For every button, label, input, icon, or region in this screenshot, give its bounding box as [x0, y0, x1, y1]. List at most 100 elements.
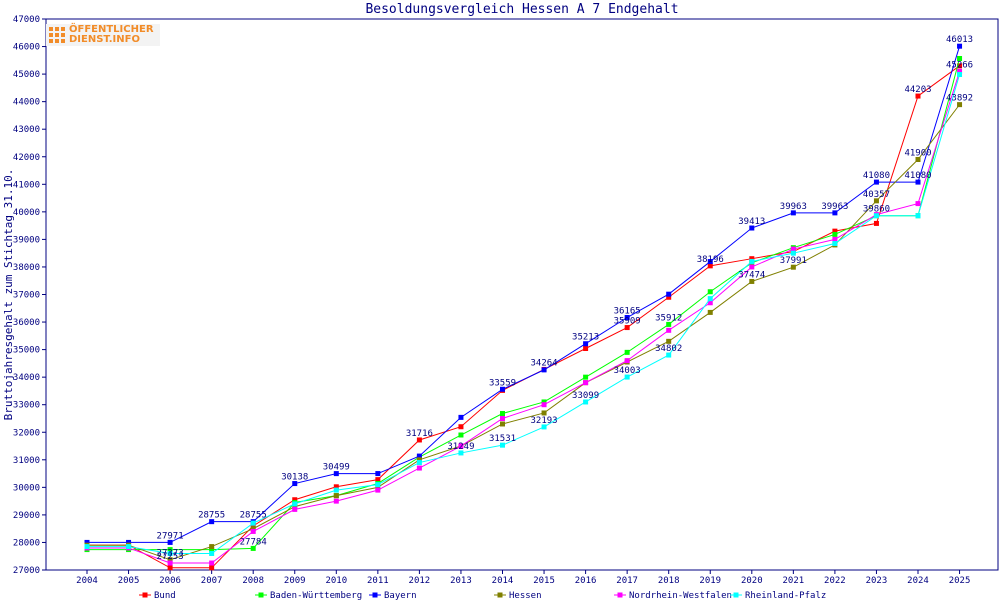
series-line-4: [87, 71, 961, 564]
y-tick-label: 33000: [13, 401, 40, 411]
data-point: [624, 315, 630, 321]
data-point: [666, 352, 672, 358]
data-point: [749, 278, 755, 284]
data-point: [458, 414, 464, 420]
data-label: 31249: [447, 442, 474, 452]
data-point: [250, 528, 256, 534]
data-label: 27784: [240, 537, 267, 547]
x-tick-label: 2015: [533, 576, 555, 586]
data-point: [790, 250, 796, 256]
x-tick-label: 2019: [699, 576, 721, 586]
data-point: [500, 411, 505, 417]
y-tick-label: 29000: [13, 511, 40, 521]
data-label: 40357: [863, 190, 890, 200]
data-point: [873, 198, 879, 204]
data-point: [957, 56, 963, 62]
data-label: 31531: [489, 434, 516, 444]
series-line-3: [87, 104, 960, 561]
y-tick-label: 38000: [13, 263, 40, 273]
data-point: [915, 213, 921, 219]
data-point: [541, 424, 547, 430]
data-point: [209, 544, 215, 550]
data-point: [333, 493, 339, 499]
data-point: [583, 374, 589, 380]
data-label: 35213: [572, 333, 599, 343]
x-tick-label: 2008: [242, 576, 264, 586]
logo: ÖFFENTLICHER DIENST.INFO: [46, 24, 160, 46]
data-label: 39413: [738, 217, 765, 227]
data-point: [333, 498, 339, 504]
data-point: [832, 210, 838, 216]
y-tick-label: 44000: [13, 98, 40, 108]
data-point: [333, 484, 339, 490]
data-point: [292, 504, 298, 510]
data-label: 44203: [904, 85, 931, 95]
data-point: [500, 415, 505, 421]
data-label: 31716: [406, 429, 433, 439]
plot-frame: [45, 18, 999, 571]
data-point: [707, 309, 713, 315]
data-point: [375, 484, 381, 490]
data-point: [84, 544, 90, 550]
data-point: [666, 338, 672, 344]
data-point: [707, 300, 713, 306]
legend-marker: [733, 592, 739, 598]
data-point: [957, 102, 963, 108]
data-point: [167, 560, 173, 566]
data-label: 38196: [697, 255, 724, 265]
legend-marker: [372, 592, 378, 598]
data-point: [790, 264, 796, 270]
data-point: [375, 482, 381, 488]
data-point: [84, 539, 90, 545]
data-point: [583, 399, 589, 405]
data-point: [375, 477, 381, 483]
data-point: [416, 457, 422, 463]
data-point: [957, 43, 963, 49]
x-tick-label: 2006: [159, 576, 181, 586]
data-label: 46013: [946, 35, 973, 45]
data-point: [250, 523, 256, 529]
data-label: 39963: [821, 202, 848, 212]
legend-marker: [497, 592, 503, 598]
data-point: [790, 210, 796, 216]
data-point: [749, 258, 755, 264]
x-tick-label: 2021: [783, 576, 805, 586]
data-label: 35909: [614, 317, 641, 327]
x-tick-label: 2007: [201, 576, 223, 586]
data-point: [707, 259, 713, 265]
data-point: [209, 519, 215, 525]
x-tick-label: 2017: [616, 576, 638, 586]
data-point: [915, 157, 921, 163]
data-label: 43892: [946, 94, 973, 104]
data-point: [416, 460, 422, 466]
x-tick-label: 2024: [907, 576, 929, 586]
data-point: [873, 220, 879, 226]
y-tick-label: 34000: [13, 373, 40, 383]
data-point: [500, 442, 505, 448]
data-label: 30138: [281, 473, 308, 483]
data-point: [832, 236, 838, 242]
data-point: [583, 380, 589, 386]
data-label: 39860: [863, 205, 890, 215]
y-tick-label: 32000: [13, 428, 40, 438]
data-point: [873, 213, 879, 219]
data-label: 41080: [863, 171, 890, 181]
x-tick-label: 2014: [492, 576, 514, 586]
data-point: [873, 179, 879, 185]
legend-marker: [142, 592, 148, 598]
data-point: [624, 374, 630, 380]
y-tick-label: 31000: [13, 456, 40, 466]
data-point: [624, 325, 630, 331]
data-point: [292, 497, 298, 503]
data-point: [375, 471, 381, 477]
data-point: [250, 526, 256, 532]
data-point: [915, 179, 921, 185]
x-tick-label: 2009: [284, 576, 306, 586]
data-point: [957, 68, 963, 74]
data-point: [583, 345, 589, 351]
data-point: [458, 432, 464, 438]
x-tick-label: 2012: [409, 576, 431, 586]
data-point: [832, 241, 838, 247]
y-tick-label: 46000: [13, 43, 40, 53]
data-point: [167, 539, 173, 545]
